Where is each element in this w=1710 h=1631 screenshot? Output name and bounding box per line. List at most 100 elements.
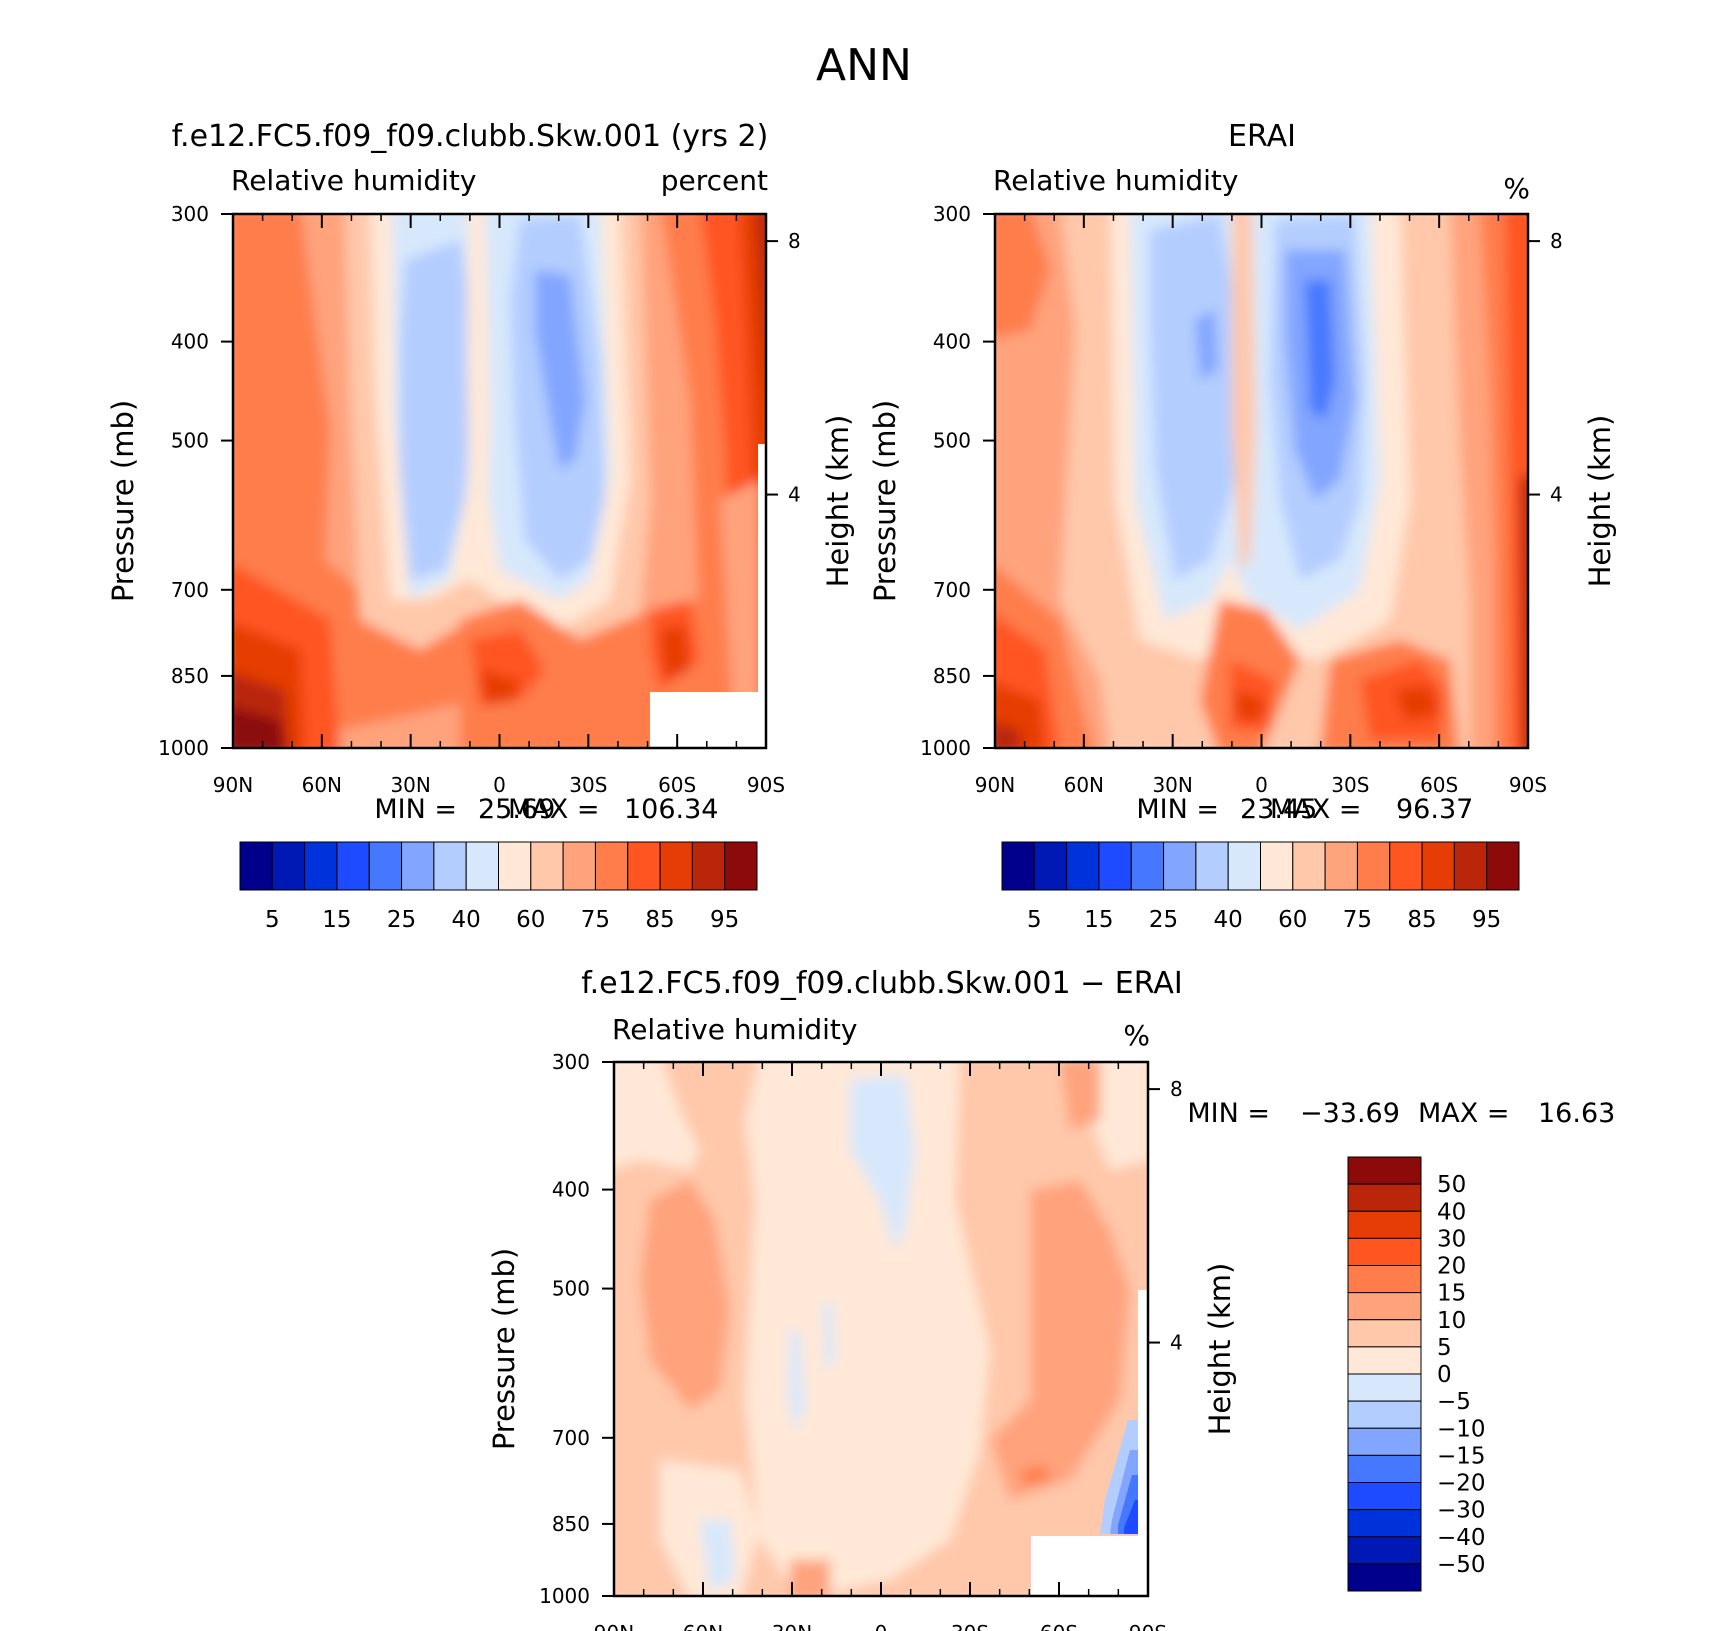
diff-colorbar-label: −40 xyxy=(1437,1525,1486,1551)
diff-colorbar-swatch xyxy=(1347,1156,1422,1185)
diff-colorbar-label: −10 xyxy=(1437,1416,1486,1442)
x-tick-label-diff-4: 30S xyxy=(951,1621,989,1631)
colorbar-swatch xyxy=(401,841,435,891)
colorbar-swatch xyxy=(1453,841,1488,891)
diff-colorbar-swatch xyxy=(1347,1509,1422,1538)
y-tick-label-diff-5: 1000 xyxy=(539,1584,590,1608)
panel-model: f.e12.FC5.f09_f09.clubb.Skw.001 (yrs 2) … xyxy=(106,119,855,933)
x-tick-label-model-0: 90N xyxy=(213,773,253,797)
x-tick-label-diff-6: 90S xyxy=(1129,1621,1167,1631)
y-tick-label-diff-0: 300 xyxy=(552,1050,590,1074)
height-tick-label-diff-1: 4 xyxy=(1170,1331,1183,1355)
x-tick-label-obs-0: 90N xyxy=(975,773,1015,797)
colorbar-label: 40 xyxy=(452,907,481,933)
colorbar-swatch xyxy=(1098,841,1132,891)
diff-colorbar-swatch xyxy=(1347,1346,1422,1375)
x-tick-label-obs-6: 90S xyxy=(1509,773,1547,797)
colorbar-swatch xyxy=(1163,841,1197,891)
colorbar-label: 85 xyxy=(1407,907,1436,933)
panel-model-colorbar: 5 15 25 40 60 75 85 95 xyxy=(239,841,758,933)
height-tick-label-model-0: 8 xyxy=(788,229,801,253)
colorbar-swatch xyxy=(1066,841,1100,891)
y-axis-right-title-model: Height (km) xyxy=(821,415,855,588)
diff-colorbar-label: 15 xyxy=(1437,1281,1466,1307)
x-tick-label-obs-4: 30S xyxy=(1331,773,1369,797)
y-tick-label-diff-3: 700 xyxy=(552,1426,590,1450)
colorbar-swatch xyxy=(1486,841,1520,891)
diff-colorbar-swatch xyxy=(1347,1373,1422,1402)
diff-colorbar-label: −20 xyxy=(1437,1471,1486,1497)
y-tick-label-obs-5: 1000 xyxy=(920,736,971,760)
diff-colorbar-swatch xyxy=(1347,1454,1422,1483)
colorbar-swatch xyxy=(336,841,370,891)
y-tick-label-obs-1: 400 xyxy=(933,330,971,354)
colorbar-swatch xyxy=(1292,841,1326,891)
colorbar-label: 85 xyxy=(645,907,674,933)
y-tick-label-model-2: 500 xyxy=(171,429,209,453)
diff-colorbar-label: 5 xyxy=(1437,1335,1452,1361)
x-tick-label-model-1: 60N xyxy=(302,773,342,797)
colorbar-swatch xyxy=(562,841,596,891)
panel-model-variable: Relative humidity xyxy=(231,164,476,197)
x-tick-label-obs-1: 60N xyxy=(1064,773,1104,797)
y-tick-label-model-0: 300 xyxy=(171,202,209,226)
diff-colorbar-swatch xyxy=(1347,1427,1422,1456)
panel-obs-min-label: MIN = xyxy=(1136,794,1219,825)
colorbar-label: 5 xyxy=(1027,907,1042,933)
panel-obs-min-value: 23.45 xyxy=(1240,794,1317,825)
x-tick-label-obs-3: 0 xyxy=(1255,773,1268,797)
height-tick-label-obs-1: 4 xyxy=(1550,483,1563,507)
diff-colorbar-swatch xyxy=(1347,1237,1422,1266)
panel-obs-units: % xyxy=(1503,172,1530,205)
diff-colorbar-label: 40 xyxy=(1437,1199,1466,1225)
colorbar-swatch xyxy=(1324,841,1358,891)
panel-obs-contours xyxy=(995,214,1528,748)
panel-diff-contours xyxy=(614,1062,1148,1596)
panel-diff-title: f.e12.FC5.f09_f09.clubb.Skw.001 − ERAI xyxy=(581,966,1183,1001)
x-tick-label-obs-5: 60S xyxy=(1420,773,1458,797)
panel-model-max-label: MAX = xyxy=(508,794,599,825)
diff-colorbar-swatch xyxy=(1347,1183,1422,1212)
panel-diff-variable: Relative humidity xyxy=(612,1013,857,1046)
y-tick-label-diff-4: 850 xyxy=(552,1512,590,1536)
colorbar-swatch xyxy=(304,841,338,891)
x-tick-label-model-4: 30S xyxy=(569,773,607,797)
x-tick-label-model-3: 0 xyxy=(493,773,506,797)
y-axis-right-title-diff: Height (km) xyxy=(1203,1263,1237,1436)
diff-colorbar-label: 50 xyxy=(1437,1172,1466,1198)
panel-model-contours xyxy=(233,214,766,748)
colorbar-label: 5 xyxy=(265,907,280,933)
colorbar-swatch xyxy=(1356,841,1391,891)
colorbar-swatch xyxy=(1033,841,1068,891)
panel-model-min-label: MIN = xyxy=(374,794,457,825)
y-tick-label-diff-2: 500 xyxy=(552,1277,590,1301)
colorbar-label: 95 xyxy=(1472,907,1501,933)
panel-diff-max-value: 16.63 xyxy=(1538,1098,1615,1129)
colorbar-swatch xyxy=(465,841,499,891)
colorbar-swatch xyxy=(1389,841,1423,891)
colorbar-label: 15 xyxy=(1084,907,1113,933)
diff-colorbar-swatch xyxy=(1347,1292,1422,1321)
y-tick-label-model-5: 1000 xyxy=(158,736,209,760)
panel-obs-max-value: 96.37 xyxy=(1396,794,1473,825)
x-tick-label-model-6: 90S xyxy=(747,773,785,797)
panel-diff-min-label: MIN = xyxy=(1187,1098,1270,1129)
diff-colorbar-swatch xyxy=(1347,1210,1422,1239)
panel-model-max-value: 106.34 xyxy=(624,794,718,825)
panel-model-title: f.e12.FC5.f09_f09.clubb.Skw.001 (yrs 2) xyxy=(172,119,769,154)
x-tick-label-model-5: 60S xyxy=(658,773,696,797)
diff-colorbar-label: −5 xyxy=(1437,1389,1471,1415)
y-tick-label-diff-1: 400 xyxy=(552,1178,590,1202)
x-tick-label-model-2: 30N xyxy=(390,773,430,797)
colorbar-swatch xyxy=(627,841,661,891)
panel-diff-max-label: MAX = xyxy=(1418,1098,1509,1129)
colorbar-label: 40 xyxy=(1214,907,1243,933)
panel-model-min-value: 25.69 xyxy=(478,794,555,825)
colorbar-label: 25 xyxy=(387,907,416,933)
y-axis-title-diff: Pressure (mb) xyxy=(487,1248,521,1450)
height-tick-label-diff-0: 8 xyxy=(1170,1077,1183,1101)
panel-obs-max-label: MAX = xyxy=(1270,794,1361,825)
colorbar-swatch xyxy=(724,841,758,891)
diff-colorbar-swatch xyxy=(1347,1536,1422,1565)
height-tick-label-obs-0: 8 xyxy=(1550,229,1563,253)
